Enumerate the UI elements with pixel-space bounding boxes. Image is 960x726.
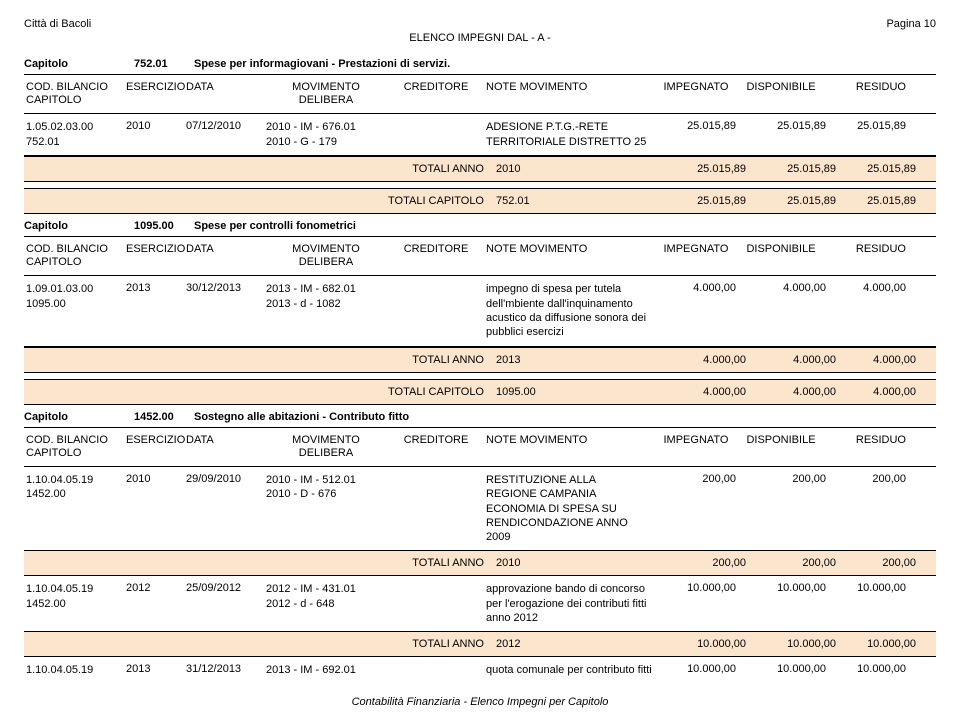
col-note: NOTE MOVIMENTO	[486, 81, 656, 107]
table-row: 1.10.04.05.19 2013 31/12/2013 2013 - IM …	[24, 657, 936, 677]
table-row: 1.05.02.03.00 752.01 2010 07/12/2010 201…	[24, 114, 936, 156]
column-header-row: COD. BILANCIO CAPITOLO ESERCIZIO DATA MO…	[24, 74, 936, 114]
city-name: Città di Bacoli	[24, 18, 91, 30]
disponibile-val: 25.015,89	[736, 120, 826, 149]
bilancio-code: 1.05.02.03.00	[26, 120, 126, 134]
col-movimento-l2: DELIBERA	[299, 94, 353, 107]
capitolo-label: Capitolo	[24, 58, 134, 70]
col-esercizio: ESERCIZIO	[126, 81, 186, 107]
page-footer: Contabilità Finanziaria - Elenco Impegni…	[24, 696, 936, 708]
totali-capitolo-res: 25.015,89	[836, 195, 920, 207]
table-row: 1.10.04.05.19 1452.00 2010 29/09/2010 20…	[24, 467, 936, 550]
esercizio-val: 2010	[126, 120, 186, 149]
capitolo-header: Capitolo 1095.00 Spese per controlli fon…	[24, 220, 936, 232]
residuo-val: 25.015,89	[826, 120, 910, 149]
table-row: 1.10.04.05.19 1452.00 2012 25/09/2012 20…	[24, 576, 936, 631]
column-header-row: COD. BILANCIO CAPITOLO ESERCIZIO DATA MO…	[24, 236, 936, 276]
capitolo-code: 752.01	[134, 58, 194, 70]
capitolo-desc: Spese per informagiovani - Prestazioni d…	[194, 58, 450, 70]
page-number: Pagina 10	[886, 18, 936, 30]
bilancio-cap: 752.01	[26, 135, 126, 149]
totali-anno-disp: 25.015,89	[746, 163, 836, 175]
capitolo-desc: Spese per controlli fonometrici	[194, 220, 356, 232]
totali-capitolo-imp: 25.015,89	[666, 195, 746, 207]
col-creditore: CREDITORE	[386, 81, 486, 107]
capitolo-header: Capitolo 752.01 Spese per informagiovani…	[24, 58, 936, 70]
totali-anno-imp: 25.015,89	[666, 163, 746, 175]
totali-anno-year: 2010	[496, 163, 666, 175]
mov-l1: 2010 - IM - 676.01	[266, 120, 386, 134]
data-val: 07/12/2010	[186, 120, 266, 149]
note-l2: TERRITORIALE DISTRETTO 25	[486, 135, 656, 149]
totali-capitolo-ref: 752.01	[496, 195, 666, 207]
column-header-row: COD. BILANCIO CAPITOLO ESERCIZIO DATA MO…	[24, 427, 936, 467]
col-movimento-l1: MOVIMENTO	[292, 81, 360, 94]
impegnato-val: 25.015,89	[656, 120, 736, 149]
table-row: 1.09.01.03.00 1095.00 2013 30/12/2013 20…	[24, 276, 936, 346]
totali-anno-row: TOTALI ANNO 2013 4.000,00 4.000,00 4.000…	[24, 347, 936, 373]
totali-capitolo-row: TOTALI CAPITOLO 1095.00 4.000,00 4.000,0…	[24, 379, 936, 405]
totali-anno-res: 25.015,89	[836, 163, 920, 175]
capitolo-header: Capitolo 1452.00 Sostegno alle abitazion…	[24, 411, 936, 423]
report-title: ELENCO IMPEGNI DAL - A -	[24, 32, 936, 44]
page-header: Città di Bacoli Pagina 10	[24, 18, 936, 30]
col-data: DATA	[186, 81, 266, 107]
col-disponibile: DISPONIBILE	[736, 81, 826, 107]
col-bilancio-l1: COD. BILANCIO	[26, 81, 126, 94]
capitolo-label: Capitolo	[24, 220, 134, 232]
totali-capitolo-disp: 25.015,89	[746, 195, 836, 207]
totali-anno-row: TOTALI ANNO 2012 10.000,00 10.000,00 10.…	[24, 631, 936, 657]
totali-anno-label: TOTALI ANNO	[24, 163, 496, 175]
mov-l2: 2010 - G - 179	[266, 135, 386, 149]
col-impegnato: IMPEGNATO	[656, 81, 736, 107]
col-bilancio-l2: CAPITOLO	[26, 94, 126, 107]
totali-anno-row: TOTALI ANNO 2010 25.015,89 25.015,89 25.…	[24, 156, 936, 182]
totali-anno-row: TOTALI ANNO 2010 200,00 200,00 200,00	[24, 550, 936, 576]
capitolo-code: 1095.00	[134, 220, 194, 232]
totali-capitolo-row: TOTALI CAPITOLO 752.01 25.015,89 25.015,…	[24, 188, 936, 214]
totali-capitolo-label: TOTALI CAPITOLO	[24, 195, 496, 207]
note-l1: ADESIONE P.T.G.-RETE	[486, 120, 656, 134]
col-residuo: RESIDUO	[826, 81, 910, 107]
